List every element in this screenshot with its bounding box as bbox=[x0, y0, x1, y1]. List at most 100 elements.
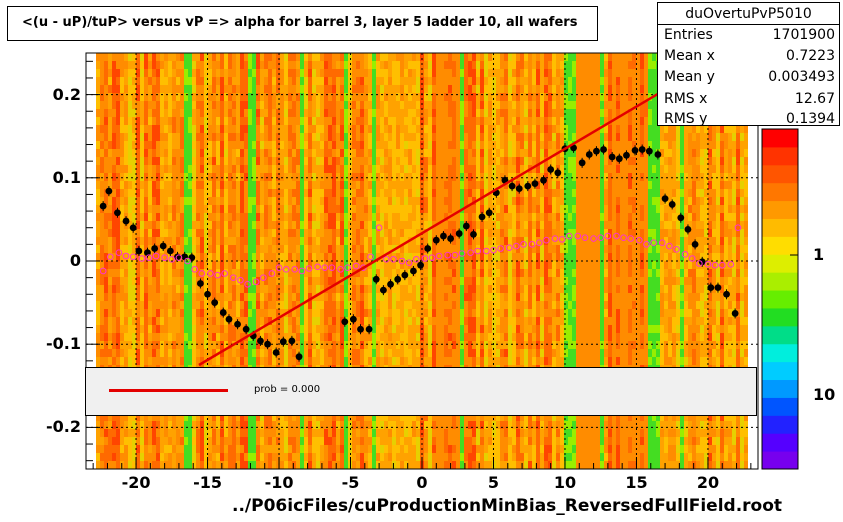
heatmap-cell bbox=[108, 85, 112, 93]
heatmap-cell bbox=[336, 181, 340, 189]
heatmap-cell bbox=[260, 109, 264, 117]
heatmap-cell bbox=[196, 93, 200, 101]
heatmap-cell bbox=[244, 77, 248, 85]
heatmap-cell bbox=[248, 77, 252, 85]
heatmap-cell bbox=[444, 245, 448, 253]
heatmap-cell bbox=[372, 189, 376, 197]
heatmap-cell bbox=[264, 53, 268, 61]
heatmap-cell bbox=[332, 341, 336, 349]
heatmap-cell bbox=[332, 333, 336, 341]
heatmap-cell bbox=[444, 61, 448, 69]
heatmap-cell bbox=[148, 157, 152, 165]
heatmap-cell bbox=[120, 429, 124, 437]
heatmap-cell bbox=[352, 85, 356, 93]
heatmap-cell bbox=[308, 117, 312, 125]
heatmap-cell bbox=[220, 149, 224, 157]
heatmap-cell bbox=[384, 173, 388, 181]
heatmap-cell bbox=[364, 429, 368, 437]
heatmap-cell bbox=[400, 261, 404, 269]
heatmap-cell bbox=[272, 197, 276, 205]
heatmap-cell bbox=[172, 173, 176, 181]
heatmap-cell bbox=[128, 309, 132, 317]
heatmap-cell bbox=[388, 53, 392, 61]
heatmap-cell bbox=[240, 357, 244, 365]
heatmap-cell bbox=[244, 61, 248, 69]
heatmap-cell bbox=[432, 77, 436, 85]
heatmap-cell bbox=[380, 413, 384, 421]
heatmap-cell bbox=[392, 213, 396, 221]
heatmap-cell bbox=[100, 61, 104, 69]
heatmap-cell bbox=[228, 181, 232, 189]
heatmap-cell bbox=[360, 77, 364, 85]
heatmap-cell bbox=[280, 421, 284, 429]
heatmap-cell bbox=[308, 277, 312, 285]
heatmap-cell bbox=[472, 189, 476, 197]
heatmap-cell bbox=[200, 213, 204, 221]
heatmap-cell bbox=[276, 341, 280, 349]
heatmap-cell bbox=[232, 109, 236, 117]
heatmap-cell bbox=[252, 285, 256, 293]
heatmap-cell bbox=[184, 61, 188, 69]
heatmap-cell bbox=[272, 333, 276, 341]
heatmap-cell bbox=[252, 301, 256, 309]
heatmap-cell bbox=[360, 125, 364, 133]
heatmap-cell bbox=[364, 413, 368, 421]
heatmap-cell bbox=[140, 101, 144, 109]
heatmap-cell bbox=[412, 189, 416, 197]
heatmap-cell bbox=[436, 333, 440, 341]
heatmap-cell bbox=[184, 413, 188, 421]
heatmap-cell bbox=[284, 165, 288, 173]
heatmap-cell bbox=[160, 69, 164, 77]
heatmap-cell bbox=[388, 69, 392, 77]
heatmap-cell bbox=[288, 325, 292, 333]
heatmap-cell bbox=[140, 269, 144, 277]
heatmap-cell bbox=[324, 69, 328, 77]
heatmap-cell bbox=[368, 237, 372, 245]
heatmap-cell bbox=[156, 165, 160, 173]
heatmap-cell bbox=[376, 437, 380, 445]
heatmap-cell bbox=[164, 205, 168, 213]
heatmap-cell bbox=[436, 181, 440, 189]
heatmap-cell bbox=[372, 61, 376, 69]
heatmap-cell bbox=[264, 453, 268, 461]
heatmap-cell bbox=[192, 101, 196, 109]
heatmap-cell bbox=[408, 429, 412, 437]
heatmap-cell bbox=[448, 197, 452, 205]
heatmap-cell bbox=[352, 445, 356, 453]
heatmap-cell bbox=[172, 285, 176, 293]
heatmap-cell bbox=[252, 237, 256, 245]
heatmap-cell bbox=[324, 461, 328, 469]
heatmap-cell bbox=[184, 453, 188, 461]
heatmap-cell bbox=[432, 109, 436, 117]
heatmap-cell bbox=[292, 325, 296, 333]
heatmap-cell bbox=[160, 157, 164, 165]
heatmap-cell bbox=[144, 85, 148, 93]
heatmap-cell bbox=[464, 53, 468, 61]
heatmap-cell bbox=[164, 461, 168, 469]
heatmap-cell bbox=[120, 269, 124, 277]
heatmap-cell bbox=[440, 157, 444, 165]
heatmap-cell bbox=[120, 165, 124, 173]
heatmap-cell bbox=[184, 437, 188, 445]
heatmap-cell bbox=[120, 141, 124, 149]
heatmap-cell bbox=[244, 189, 248, 197]
heatmap-cell bbox=[328, 229, 332, 237]
heatmap-cell bbox=[220, 285, 224, 293]
heatmap-cell bbox=[432, 157, 436, 165]
heatmap-cell bbox=[384, 277, 388, 285]
heatmap-cell bbox=[200, 109, 204, 117]
heatmap-cell bbox=[376, 253, 380, 261]
heatmap-cell bbox=[428, 413, 432, 421]
heatmap-cell bbox=[152, 333, 156, 341]
heatmap-cell bbox=[172, 125, 176, 133]
heatmap-cell bbox=[240, 141, 244, 149]
heatmap-cell bbox=[132, 213, 136, 221]
heatmap-cell bbox=[460, 61, 464, 69]
heatmap-cell bbox=[304, 221, 308, 229]
heatmap-cell bbox=[192, 285, 196, 293]
heatmap-cell bbox=[372, 461, 376, 469]
heatmap-cell bbox=[328, 101, 332, 109]
heatmap-cell bbox=[260, 245, 264, 253]
heatmap-cell bbox=[384, 269, 388, 277]
heatmap-cell bbox=[116, 125, 120, 133]
